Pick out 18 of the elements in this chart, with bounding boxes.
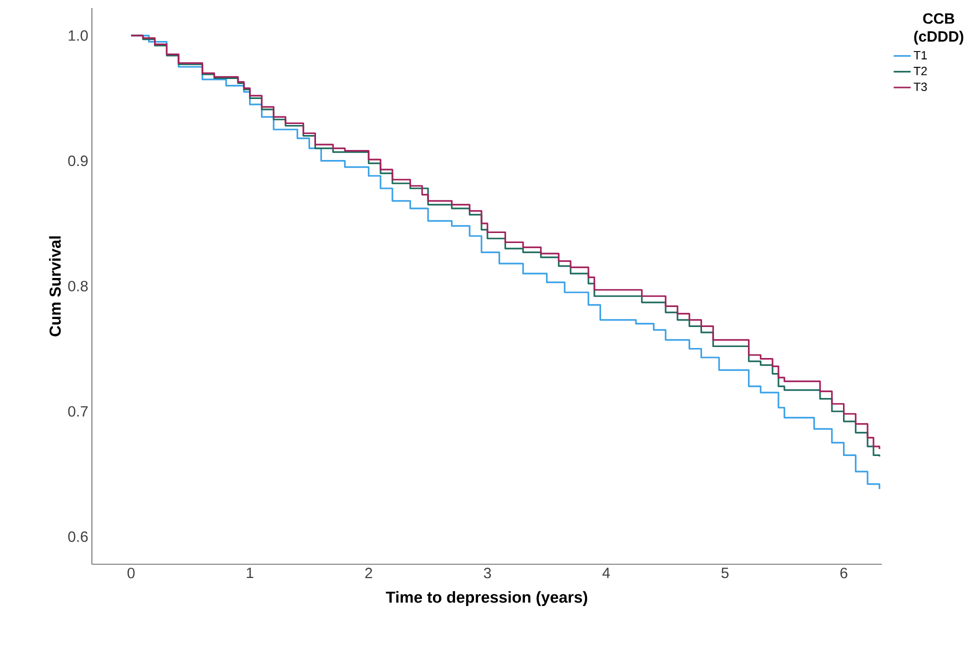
x-tick-label: 4 bbox=[602, 568, 610, 578]
x-tick-label: 0 bbox=[128, 568, 135, 578]
legend-title: CCB (cDDD) bbox=[914, 13, 964, 45]
x-tick-label: 3 bbox=[484, 568, 491, 578]
y-tick-label: 0.9 bbox=[68, 155, 88, 166]
x-tick-label: 6 bbox=[840, 568, 848, 578]
x-tick-label: 5 bbox=[721, 568, 729, 578]
x-tick-label: 1 bbox=[246, 568, 254, 578]
y-tick-label: 0.6 bbox=[68, 531, 88, 542]
y-tick-label: 0.8 bbox=[68, 280, 88, 292]
y-axis-title: Cum Survival bbox=[49, 236, 61, 336]
x-tick-label: 2 bbox=[365, 568, 372, 578]
y-tick-label: 0.7 bbox=[68, 406, 88, 417]
x-axis-title: Time to depression (years) bbox=[386, 591, 588, 606]
legend-label: T3 bbox=[914, 82, 927, 91]
y-tick-label: 1.0 bbox=[68, 30, 88, 41]
legend-label: T2 bbox=[914, 66, 927, 76]
legend-label: T1 bbox=[914, 51, 927, 60]
